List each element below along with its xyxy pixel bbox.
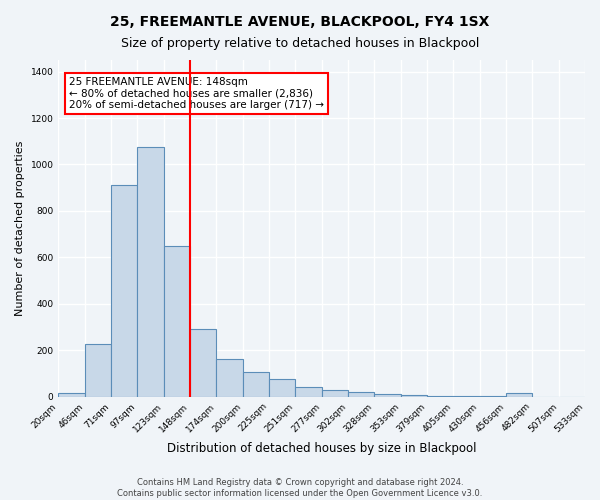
Bar: [111, 186, 137, 396]
Bar: [58, 392, 85, 396]
Y-axis label: Number of detached properties: Number of detached properties: [15, 140, 25, 316]
Text: Contains HM Land Registry data © Crown copyright and database right 2024.
Contai: Contains HM Land Registry data © Crown c…: [118, 478, 482, 498]
Bar: [322, 390, 348, 396]
Bar: [506, 392, 532, 396]
Text: 25 FREEMANTLE AVENUE: 148sqm
← 80% of detached houses are smaller (2,836)
20% of: 25 FREEMANTLE AVENUE: 148sqm ← 80% of de…: [69, 77, 324, 110]
Text: 25, FREEMANTLE AVENUE, BLACKPOOL, FY4 1SX: 25, FREEMANTLE AVENUE, BLACKPOOL, FY4 1S…: [110, 15, 490, 29]
Bar: [243, 372, 269, 396]
Text: Size of property relative to detached houses in Blackpool: Size of property relative to detached ho…: [121, 38, 479, 51]
Bar: [190, 330, 217, 396]
Bar: [164, 246, 190, 396]
Bar: [401, 395, 427, 396]
Bar: [295, 387, 322, 396]
Bar: [85, 344, 111, 397]
Bar: [348, 392, 374, 396]
Bar: [137, 147, 164, 396]
Bar: [374, 394, 401, 396]
Bar: [269, 380, 295, 396]
X-axis label: Distribution of detached houses by size in Blackpool: Distribution of detached houses by size …: [167, 442, 476, 455]
Bar: [217, 359, 243, 397]
